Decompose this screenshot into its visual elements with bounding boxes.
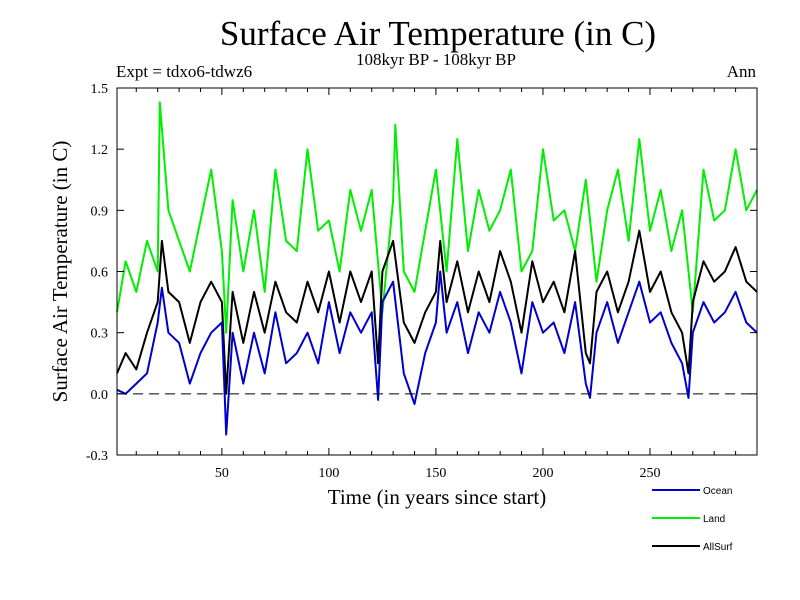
y-tick-label: 0.6 (91, 266, 109, 281)
experiment-label: Expt = tdxo6-tdwz6 (116, 62, 253, 81)
x-tick-label: 250 (639, 466, 660, 481)
x-tick-label: 200 (532, 466, 553, 481)
x-tick-label: 50 (215, 466, 229, 481)
y-axis-label: Surface Air Temperature (in C) (48, 141, 72, 403)
legend-item-land: Land (652, 514, 725, 525)
chart-title: Surface Air Temperature (in C) (219, 14, 657, 53)
y-tick-label: 0.3 (91, 327, 109, 342)
y-tick-label: -0.3 (86, 449, 108, 464)
y-tick-label: 1.2 (91, 143, 109, 158)
axis-ticks: -0.3 0.0 0.3 0.6 0.9 1.2 1.5 50 100 150 200 250 (86, 82, 757, 481)
legend: Ocean Land AllSurf (652, 486, 733, 553)
x-tick-label: 150 (425, 466, 446, 481)
legend-label: AllSurf (703, 542, 733, 553)
series-line-ocean (116, 270, 758, 436)
series-line-allsurf (116, 229, 758, 395)
chart-subtitle: 108kyr BP - 108kyr BP (356, 50, 516, 69)
x-axis-label: Time (in years since start) (328, 485, 547, 509)
legend-item-allsurf: AllSurf (652, 542, 733, 553)
y-tick-label: 1.5 (91, 82, 109, 97)
series-line-land (116, 101, 758, 334)
season-label: Ann (726, 62, 756, 81)
legend-item-ocean: Ocean (652, 486, 732, 497)
y-tick-label: 0.9 (91, 204, 109, 219)
y-tick-label: 0.0 (91, 388, 109, 403)
series-layer (116, 101, 758, 436)
legend-label: Land (703, 514, 725, 525)
legend-label: Ocean (703, 486, 732, 497)
x-tick-label: 100 (318, 466, 339, 481)
